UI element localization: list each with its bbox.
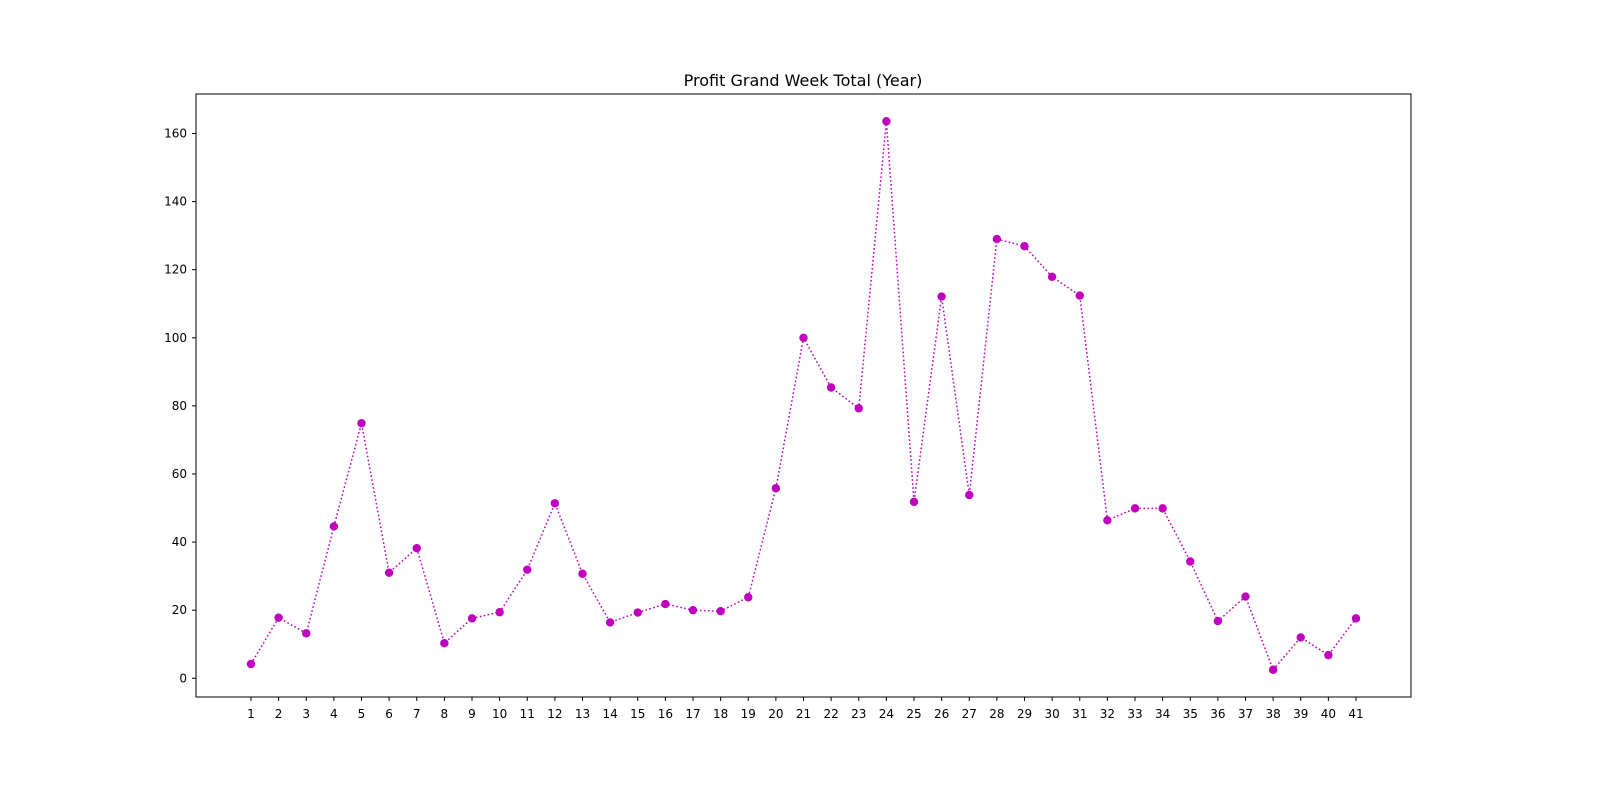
- y-tick-label: 160: [164, 126, 187, 140]
- x-tick-label: 35: [1183, 707, 1198, 721]
- x-tick-label: 32: [1100, 707, 1115, 721]
- data-point: [771, 484, 781, 493]
- x-tick-label: 38: [1265, 707, 1280, 721]
- data-point: [1186, 557, 1195, 566]
- x-tick-label: 5: [358, 707, 366, 721]
- data-point: [688, 605, 698, 615]
- x-tick-label: 10: [492, 707, 507, 721]
- data-point: [302, 629, 311, 638]
- x-tick-label: 19: [741, 707, 756, 721]
- data-point: [1296, 633, 1305, 642]
- x-tick-label: 2: [275, 707, 283, 721]
- y-axis: 0 20 40 60 80 100 120 140 160: [164, 126, 196, 685]
- x-tick-label: 17: [685, 707, 700, 721]
- y-tick-label: 20: [172, 603, 187, 617]
- data-point: [716, 606, 725, 616]
- data-point: [523, 565, 532, 574]
- x-tick-label: 40: [1321, 707, 1336, 721]
- data-point: [357, 419, 366, 428]
- data-point: [1158, 504, 1167, 513]
- x-tick-label: 3: [302, 707, 310, 721]
- data-point: [578, 569, 587, 578]
- x-tick-label: 23: [851, 707, 866, 721]
- data-point: [495, 608, 504, 617]
- x-tick-label: 36: [1210, 707, 1225, 721]
- x-tick-label: 31: [1072, 707, 1087, 721]
- data-point: [661, 599, 670, 609]
- data-point: [992, 234, 1002, 244]
- x-tick-label: 12: [547, 707, 562, 721]
- data-point: [1075, 291, 1084, 300]
- data-point: [633, 608, 642, 617]
- series-line: [250, 121, 1357, 672]
- y-tick-label: 60: [172, 467, 187, 481]
- x-tick-label: 9: [468, 707, 476, 721]
- x-tick-label: 14: [602, 707, 617, 721]
- data-point: [909, 497, 919, 507]
- x-tick-label: 4: [330, 707, 338, 721]
- data-point: [605, 618, 615, 627]
- data-point: [826, 383, 836, 392]
- data-point: [965, 490, 974, 500]
- data-point: [1213, 616, 1223, 626]
- data-point: [1103, 516, 1112, 525]
- x-tick-label: 18: [713, 707, 728, 721]
- data-point: [1351, 614, 1361, 623]
- y-tick-label: 100: [164, 331, 187, 345]
- x-tick-label: 15: [630, 707, 645, 721]
- x-tick-label: 7: [413, 707, 421, 721]
- x-tick-label: 33: [1127, 707, 1142, 721]
- data-point: [329, 522, 339, 531]
- x-tick-label: 41: [1348, 707, 1363, 721]
- data-point: [744, 593, 753, 602]
- data-point: [799, 333, 808, 342]
- data-point: [384, 568, 394, 577]
- data-point: [1268, 665, 1278, 674]
- data-point: [1047, 272, 1057, 282]
- x-tick-label: 29: [1017, 707, 1032, 721]
- x-tick-label: 13: [575, 707, 590, 721]
- x-tick-label: 24: [879, 707, 894, 721]
- x-tick-label: 16: [658, 707, 673, 721]
- data-point: [412, 544, 421, 553]
- x-tick-label: 8: [441, 707, 449, 721]
- data-point: [440, 639, 449, 648]
- data-point: [1130, 504, 1140, 513]
- series-markers: [246, 117, 1361, 674]
- x-axis: 1 2 3 4 5 6 7 8 9 10 11 12 13 14 15 16 17 18 19 20 21 22 23 24 2…: [247, 697, 1364, 721]
- data-point: [1324, 650, 1333, 660]
- data-point: [1020, 241, 1029, 251]
- x-tick-label: 6: [385, 707, 393, 721]
- x-tick-label: 34: [1155, 707, 1170, 721]
- x-tick-label: 1: [247, 707, 255, 721]
- x-tick-label: 25: [906, 707, 921, 721]
- x-tick-label: 39: [1293, 707, 1308, 721]
- data-point: [274, 613, 283, 622]
- x-tick-label: 11: [520, 707, 535, 721]
- x-tick-label: 21: [796, 707, 811, 721]
- x-tick-label: 27: [962, 707, 977, 721]
- plot-area-frame: [195, 93, 1412, 698]
- x-tick-label: 20: [768, 707, 783, 721]
- data-point: [550, 499, 560, 508]
- chart-title: Profit Grand Week Total (Year): [684, 71, 923, 90]
- x-tick-label: 26: [934, 707, 949, 721]
- data-point: [467, 614, 477, 623]
- y-tick-label: 0: [179, 671, 187, 685]
- data-point: [882, 117, 891, 126]
- data-point: [246, 659, 256, 669]
- y-tick-label: 40: [172, 535, 187, 549]
- data-point: [937, 292, 946, 301]
- data-point: [1241, 592, 1250, 601]
- y-tick-label: 140: [164, 195, 187, 209]
- x-tick-label: 22: [823, 707, 838, 721]
- y-tick-label: 80: [172, 399, 187, 413]
- x-tick-label: 37: [1238, 707, 1253, 721]
- x-tick-label: 30: [1044, 707, 1059, 721]
- data-point: [854, 404, 863, 413]
- y-tick-label: 120: [164, 263, 187, 277]
- x-tick-label: 28: [989, 707, 1004, 721]
